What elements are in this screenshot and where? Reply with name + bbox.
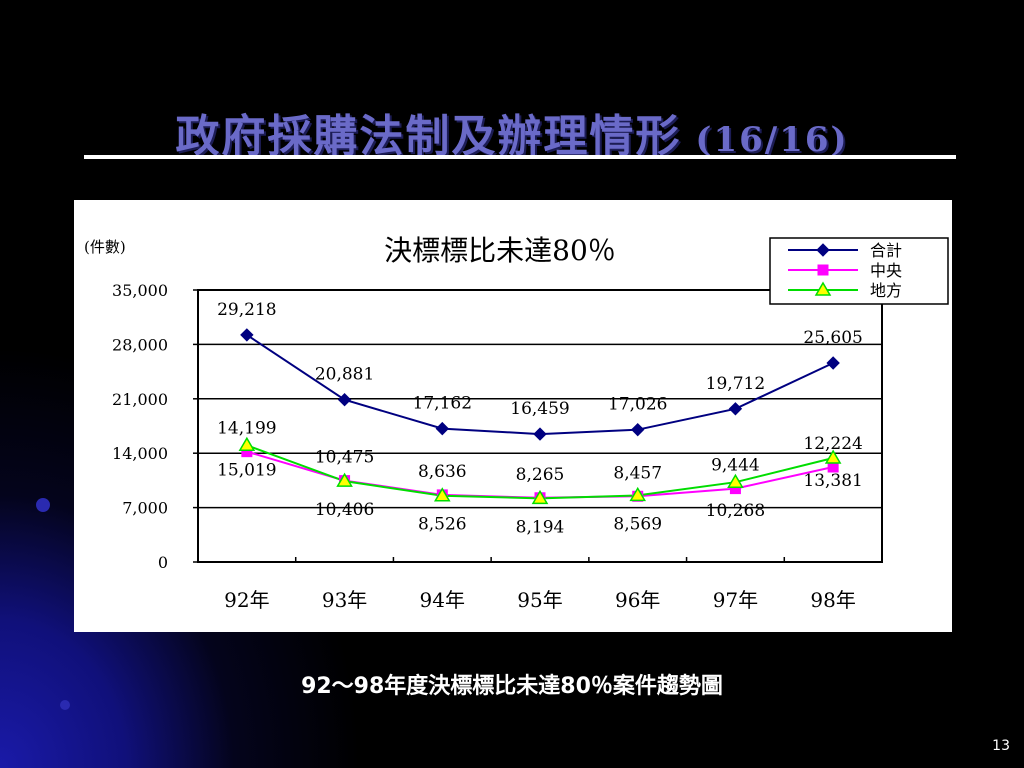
point-marker-triangle bbox=[531, 489, 549, 505]
data-label: 25,605 bbox=[803, 328, 862, 348]
plot-area-border bbox=[197, 289, 883, 563]
x-tick-label: 93年 bbox=[322, 588, 367, 612]
data-label: 17,162 bbox=[413, 394, 472, 414]
point-marker-diamond bbox=[240, 328, 254, 342]
x-tick-label: 95年 bbox=[517, 588, 562, 612]
line-chart: 0 7,000 14,000 21,000 28,000 35,000 92年 93年 94年… bbox=[84, 234, 949, 612]
chart-title: 決標標比未達80％ bbox=[384, 234, 616, 267]
chart-grid bbox=[197, 289, 883, 563]
slide-title: 政府採購法制及辦理情形 (16/16) bbox=[0, 100, 1024, 164]
data-label: 8,636 bbox=[418, 462, 467, 482]
data-label: 19,712 bbox=[706, 374, 765, 394]
y-tick-label: 35,000 bbox=[112, 281, 168, 300]
y-axis-label: (件數) bbox=[84, 238, 126, 256]
data-label: 8,526 bbox=[418, 515, 467, 535]
legend-label: 合計 bbox=[870, 241, 902, 260]
data-label: 10,268 bbox=[706, 501, 765, 521]
legend-label: 地方 bbox=[870, 281, 902, 300]
data-label: 13,381 bbox=[803, 471, 862, 491]
data-label: 8,569 bbox=[613, 514, 662, 534]
data-label: 10,475 bbox=[315, 448, 374, 468]
x-tick-label: 94年 bbox=[420, 588, 465, 612]
data-label: 8,457 bbox=[613, 463, 662, 483]
data-label: 8,265 bbox=[516, 465, 565, 485]
chart-caption: 92～98年度決標標比未達80％案件趨勢圖 bbox=[301, 674, 723, 699]
data-label: 29,218 bbox=[217, 300, 276, 320]
point-marker-square bbox=[817, 264, 829, 276]
legend-label: 中央 bbox=[870, 261, 902, 280]
slide-title-suffix: (16/16) bbox=[695, 120, 849, 160]
point-marker-diamond bbox=[435, 421, 449, 436]
data-label: 17,026 bbox=[608, 395, 667, 415]
point-marker-diamond bbox=[631, 422, 645, 437]
data-label: 9,444 bbox=[711, 456, 760, 476]
point-marker-diamond bbox=[816, 243, 830, 257]
point-marker-diamond bbox=[533, 427, 547, 441]
page-number: 13 bbox=[992, 738, 1010, 754]
y-tick-label: 14,000 bbox=[112, 444, 168, 463]
point-marker-diamond bbox=[337, 393, 352, 407]
x-tick-label: 96年 bbox=[615, 588, 660, 612]
y-tick-label: 0 bbox=[158, 553, 168, 572]
x-axis: 92年 93年 94年 95年 96年 97年 98年 bbox=[224, 557, 856, 612]
data-label: 14,199 bbox=[217, 419, 276, 439]
x-tick-label: 97年 bbox=[713, 588, 758, 612]
data-label: 16,459 bbox=[510, 399, 569, 419]
data-label: 20,881 bbox=[315, 365, 374, 385]
y-tick-label: 28,000 bbox=[112, 335, 168, 354]
data-labels: 29,218 20,881 17,162 16,459 17,026 19,712 25,6… bbox=[217, 300, 863, 537]
data-label: 10,406 bbox=[315, 500, 374, 520]
y-tick-label: 7,000 bbox=[122, 499, 168, 518]
point-marker-diamond bbox=[728, 402, 743, 416]
slide-title-text: 政府採購法制及辦理情形 bbox=[175, 111, 682, 162]
data-label: 8,194 bbox=[516, 517, 565, 537]
point-marker-diamond bbox=[826, 356, 840, 370]
point-marker-triangle bbox=[629, 486, 647, 502]
point-marker-triangle bbox=[727, 473, 744, 488]
point-marker-triangle bbox=[433, 487, 451, 502]
decorative-dot bbox=[60, 700, 70, 710]
data-label: 15,019 bbox=[217, 460, 276, 480]
title-underline bbox=[84, 155, 956, 159]
data-label: 12,224 bbox=[803, 434, 862, 454]
y-tick-label: 21,000 bbox=[112, 390, 168, 409]
point-marker-triangle bbox=[814, 281, 832, 296]
point-marker-triangle bbox=[824, 449, 842, 464]
chart-panel: 0 7,000 14,000 21,000 28,000 35,000 92年 93年 94年… bbox=[74, 200, 952, 632]
x-tick-label: 98年 bbox=[810, 588, 855, 612]
series-markers bbox=[238, 328, 842, 505]
y-axis: 0 7,000 14,000 21,000 28,000 35,000 bbox=[112, 281, 198, 572]
x-tick-label: 92年 bbox=[224, 588, 269, 612]
point-marker-triangle bbox=[336, 472, 353, 487]
decorative-dot bbox=[36, 498, 50, 512]
point-marker-triangle bbox=[238, 436, 256, 452]
